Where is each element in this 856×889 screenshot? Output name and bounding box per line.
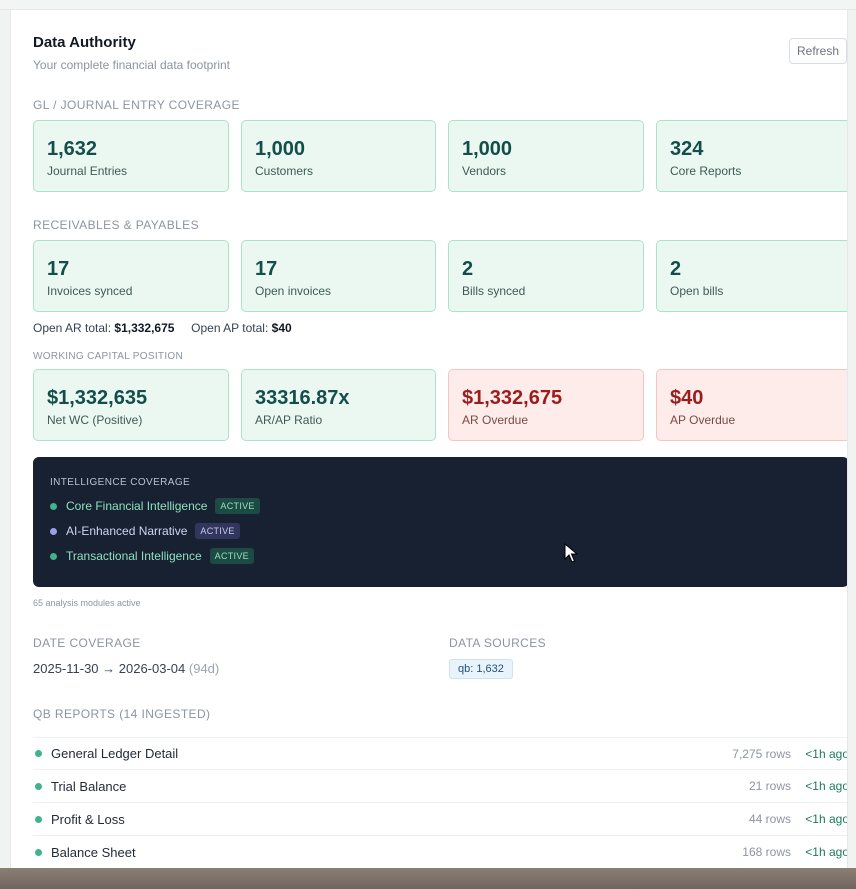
open-ar-value: $1,332,675 (114, 321, 175, 335)
status-dot-icon (35, 848, 42, 856)
stat-card-ar-ap-ratio: 33316.87x AR/AP Ratio (241, 369, 436, 441)
date-range-value: 2025-11-30 → 2026-03-04 (33, 661, 186, 676)
arap-cards: 17 Invoices synced 17 Open invoices 2 Bi… (33, 240, 847, 312)
status-dot-icon (50, 502, 57, 510)
modules-count: 65 analysis modules active (33, 598, 141, 608)
open-ap-label: Open AP total: (191, 321, 269, 335)
stat-label: Vendors (462, 164, 507, 178)
stat-label: Journal Entries (47, 164, 128, 178)
report-age: <1h ago (805, 779, 848, 793)
mouse-pointer-icon (564, 543, 578, 563)
stat-value: $1,332,675 (462, 387, 563, 409)
data-source-badge: qb: 1,632 (449, 659, 513, 679)
page-title: Data Authority (33, 34, 136, 51)
report-row-trial-balance[interactable]: Trial Balance 21 rows <1h ago (33, 770, 848, 803)
date-range: 2025-11-30 → 2026-03-04 (94d) (33, 661, 219, 676)
stat-label: Core Reports (670, 164, 742, 178)
stat-value: 1,000 (462, 138, 513, 160)
stat-card-customers: 1,000 Customers (241, 120, 436, 192)
intel-item-transactional: Transactional Intelligence ACTIVE (50, 548, 832, 564)
gl-cards: 1,632 Journal Entries 1,000 Customers 1,… (33, 120, 847, 192)
status-badge: ACTIVE (215, 498, 260, 514)
stat-card-net-wc: $1,332,635 Net WC (Positive) (33, 369, 229, 441)
status-dot-icon (35, 782, 42, 790)
report-row-count: 168 rows (742, 845, 791, 859)
report-name: Profit & Loss (51, 811, 125, 827)
report-age: <1h ago (805, 812, 848, 826)
stat-value: 2 (462, 258, 474, 280)
report-row-general-ledger[interactable]: General Ledger Detail 7,275 rows <1h ago (33, 737, 848, 770)
data-authority-panel: Data Authority Your complete financial d… (10, 10, 848, 868)
stat-value: $40 (670, 387, 704, 409)
stat-card-vendors: 1,000 Vendors (448, 120, 644, 192)
stat-label: AP Overdue (670, 413, 736, 427)
report-row-profit-loss[interactable]: Profit & Loss 44 rows <1h ago (33, 803, 848, 836)
stat-card-ar-overdue: $1,332,675 AR Overdue (448, 369, 644, 441)
qb-reports-label: QB REPORTS (14 INGESTED) (33, 707, 211, 721)
stat-label: Customers (255, 164, 314, 178)
stat-card-open-invoices: 17 Open invoices (241, 240, 436, 312)
bottom-strip (0, 868, 856, 889)
page-subtitle: Your complete financial data footprint (33, 58, 231, 72)
status-dot-icon (50, 552, 57, 560)
report-name: General Ledger Detail (51, 746, 179, 761)
status-dot-icon (35, 815, 42, 823)
stat-value: 2 (670, 258, 682, 280)
status-dot-icon (50, 527, 57, 535)
stat-card-ap-overdue: $40 AP Overdue (656, 369, 847, 441)
report-age: <1h ago (805, 746, 848, 761)
report-age: <1h ago (805, 845, 848, 859)
stat-label: AR/AP Ratio (255, 413, 323, 427)
data-sources-label: DATA SOURCES (449, 636, 547, 650)
stat-value: 17 (255, 258, 278, 280)
top-strip (0, 0, 856, 10)
gl-section-label: GL / JOURNAL ENTRY COVERAGE (33, 98, 240, 112)
stat-card-invoices-synced: 17 Invoices synced (33, 240, 229, 312)
open-totals: Open AR total: $1,332,675 Open AP total:… (33, 321, 292, 335)
intel-item-label: Core Financial Intelligence (66, 499, 208, 513)
report-row-count: 44 rows (748, 812, 791, 826)
wc-cards: $1,332,635 Net WC (Positive) 33316.87x A… (33, 369, 847, 441)
intelligence-header: INTELLIGENCE COVERAGE (50, 477, 191, 488)
intel-item-ai-narrative: AI-Enhanced Narrative ACTIVE (50, 523, 832, 539)
stat-label: Invoices synced (47, 284, 133, 298)
report-row-balance-sheet[interactable]: Balance Sheet 168 rows <1h ago (33, 836, 848, 868)
status-badge: ACTIVE (195, 523, 240, 539)
intel-item-label: Transactional Intelligence (66, 549, 202, 563)
status-badge: ACTIVE (209, 548, 254, 564)
open-ar-label: Open AR total: (33, 321, 112, 335)
report-name: Trial Balance (51, 778, 127, 794)
date-coverage-label: DATE COVERAGE (33, 636, 141, 650)
stat-label: Bills synced (462, 284, 526, 298)
stat-card-journal-entries: 1,632 Journal Entries (33, 120, 229, 192)
stat-value: 17 (47, 258, 70, 280)
stat-value: 324 (670, 138, 704, 160)
stat-label: Net WC (Positive) (47, 413, 143, 427)
status-dot-icon (35, 750, 42, 757)
stat-value: 33316.87x (255, 387, 350, 409)
report-row-count: 7,275 rows (732, 746, 791, 761)
arap-section-label: RECEIVABLES & PAYABLES (33, 218, 199, 232)
stat-label: AR Overdue (462, 413, 529, 427)
wc-section-label: WORKING CAPITAL POSITION (33, 351, 183, 362)
refresh-button[interactable]: Refresh (789, 38, 847, 64)
stat-label: Open bills (670, 284, 724, 298)
date-range-days: (94d) (188, 661, 220, 676)
qb-report-list: General Ledger Detail 7,275 rows <1h ago… (33, 737, 848, 868)
intel-item-core-financial: Core Financial Intelligence ACTIVE (50, 498, 832, 514)
stat-label: Open invoices (255, 284, 332, 298)
stat-value: $1,332,635 (47, 387, 148, 409)
report-row-count: 21 rows (748, 779, 791, 793)
stat-card-core-reports: 324 Core Reports (656, 120, 847, 192)
open-ap-value: $40 (271, 321, 292, 335)
stat-value: 1,000 (255, 138, 306, 160)
stat-value: 1,632 (47, 138, 98, 160)
report-name: Balance Sheet (51, 844, 136, 860)
stat-card-bills-synced: 2 Bills synced (448, 240, 644, 312)
intel-item-label: AI-Enhanced Narrative (66, 524, 188, 538)
intelligence-coverage-panel: INTELLIGENCE COVERAGE Core Financial Int… (33, 457, 847, 587)
stat-card-open-bills: 2 Open bills (656, 240, 847, 312)
